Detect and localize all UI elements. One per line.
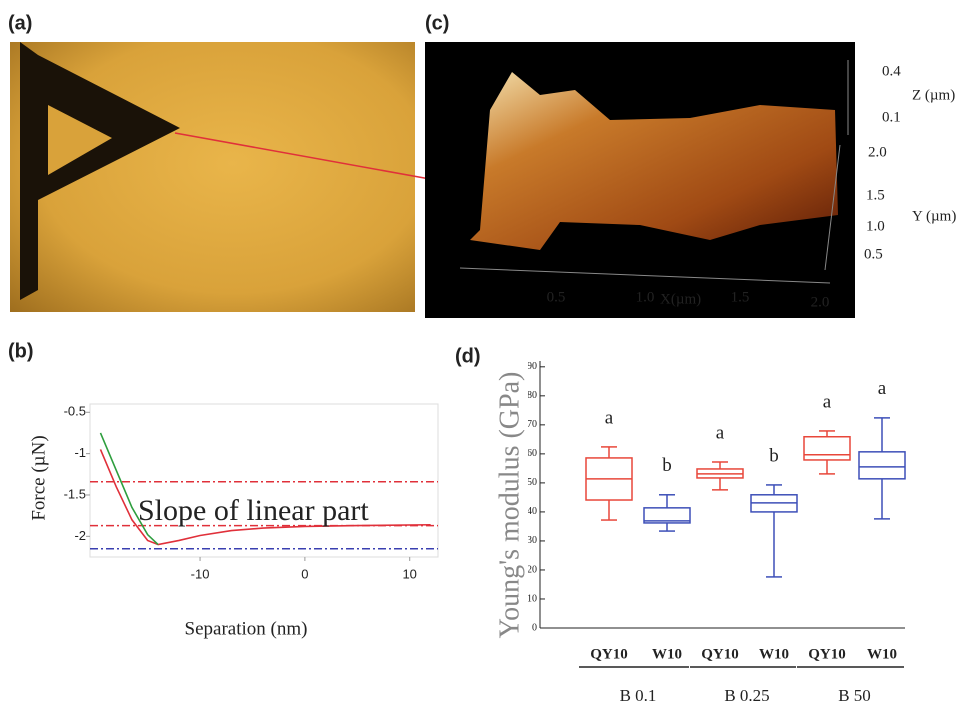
axis-label: 2.0 <box>868 144 887 160</box>
x-tick-label: W10 <box>759 646 789 662</box>
y-axis-title: Force (µN) <box>28 435 49 520</box>
y-tick-label: 20 <box>527 564 537 575</box>
group-label: B 0.1 <box>620 686 657 705</box>
x-tick-label: QY10 <box>590 646 628 662</box>
y-tick-label: 10 <box>527 593 537 604</box>
y-tick-labels: 0 10 20 30 40 50 60 70 80 90 <box>527 361 537 633</box>
axis-label: 0.4 <box>882 63 901 79</box>
group-label: B 50 <box>838 686 871 705</box>
figure: (a) (c) 0.4 0.1 Z (µm) 2.0 1.5 1.0 0.5 Y (µm) 0.… <box>0 0 969 712</box>
y-tick-label: -1 <box>74 445 86 460</box>
box-chart: (d) 0 10 20 30 40 50 60 70 80 90 a QY10 b W10 a QY10 b W10… <box>455 345 905 705</box>
y-tick-label: 80 <box>527 390 537 401</box>
axis-label: 0.5 <box>547 289 566 305</box>
x-tick-label: W10 <box>867 646 897 662</box>
annotation: b <box>769 445 779 466</box>
axis-label: 1.0 <box>866 218 885 234</box>
axis-label: 0.5 <box>864 246 883 262</box>
y-tick-label: 70 <box>527 419 537 430</box>
panel-label: (d) <box>455 345 481 367</box>
group-label: B 0.25 <box>724 686 769 705</box>
box <box>804 437 850 460</box>
annotation: b <box>662 455 672 476</box>
y-tick-label: 50 <box>527 477 537 488</box>
panel-label: (c) <box>425 12 449 34</box>
annotation: Slope of linear part <box>138 494 369 527</box>
axis-label: Z (µm) <box>912 87 955 103</box>
axis-label: 1.5 <box>731 289 750 305</box>
annotation: a <box>605 407 614 428</box>
axis-label: 1.0 <box>636 289 655 305</box>
axis-label: 0.1 <box>882 109 901 125</box>
y-tick-label: 30 <box>527 535 537 546</box>
y-axis-title: Young's modulus (GPa) <box>494 372 525 639</box>
panel-label: (a) <box>8 12 32 34</box>
y-tick-label: 90 <box>527 361 537 372</box>
x-axis-title: Separation (nm) <box>185 618 308 639</box>
x-tick-label: W10 <box>652 646 682 662</box>
x-tick-label: 10 <box>402 566 416 581</box>
y-tick-label: 0 <box>532 622 537 633</box>
x-tick-label: 0 <box>301 566 308 581</box>
force-chart: (b) -10 0 10 -0.5 -1 -1.5 -2 Slope of linear par… <box>8 340 438 639</box>
y-tick-label: -1.5 <box>64 486 86 501</box>
panel-label: (b) <box>8 340 34 362</box>
annotation: a <box>878 378 887 399</box>
x-tick-label: -10 <box>191 566 210 581</box>
axis-label: Y (µm) <box>912 208 956 224</box>
axis-label: 2.0 <box>811 294 830 310</box>
x-tick-label: QY10 <box>808 646 846 662</box>
axis-label: 1.5 <box>866 187 885 203</box>
y-tick-label: 40 <box>527 506 537 517</box>
annotation: a <box>823 391 832 412</box>
x-tick-label: QY10 <box>701 646 739 662</box>
box <box>859 452 905 479</box>
y-tick-label: 60 <box>527 448 537 459</box>
curve <box>100 433 158 545</box>
y-tick-label: -2 <box>74 528 86 543</box>
y-tick-label: -0.5 <box>64 404 86 419</box>
annotation: a <box>716 422 725 443</box>
axis-label: X(µm) <box>660 291 701 307</box>
